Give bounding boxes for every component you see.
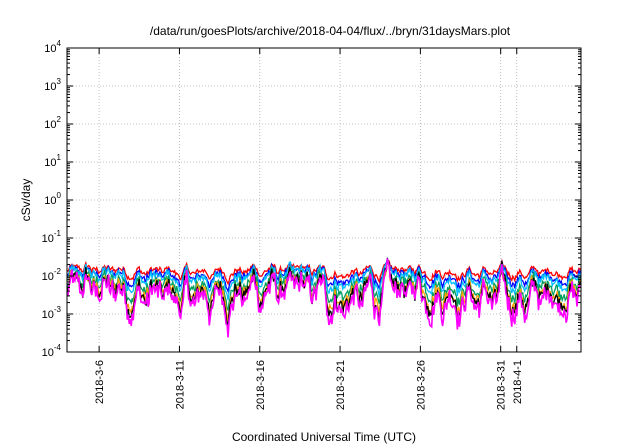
x-tick-label: 2018-3-16 — [255, 360, 267, 410]
series-group — [66, 256, 582, 338]
y-tick-label: 104 — [44, 39, 61, 55]
y-tick-label: 100 — [44, 191, 61, 207]
series-line — [66, 256, 582, 301]
x-axis-label: Coordinated Universal Time (UTC) — [232, 430, 416, 444]
x-tick-label: 2018-3-6 — [94, 360, 106, 404]
grid — [67, 48, 581, 352]
y-tick-label: 10-3 — [42, 305, 62, 321]
x-tick-label: 2018-3-31 — [496, 360, 508, 410]
y-axis-label: cSv/day — [19, 179, 33, 222]
y-tick-label: 10-2 — [42, 267, 62, 283]
x-tick-label: 2018-4-1 — [512, 360, 524, 404]
y-axis: 10-4 10-3 10-2 10-1 100 101 102 103 104 — [42, 39, 581, 359]
y-tick-label: 101 — [44, 153, 61, 169]
y-tick-label: 10-1 — [42, 229, 62, 245]
y-tick-label: 10-4 — [42, 343, 62, 359]
series-line — [66, 258, 582, 286]
chart-title: /data/run/goesPlots/archive/2018-04-04/f… — [150, 24, 511, 38]
series-line — [66, 257, 582, 294]
x-tick-label: 2018-3-21 — [335, 360, 347, 410]
series-line — [66, 258, 582, 338]
y-tick-label: 102 — [44, 115, 61, 131]
x-axis: 2018-3-6 2018-3-11 2018-3-16 2018-3-21 2018-… — [94, 48, 524, 410]
plot-frame — [66, 47, 582, 353]
x-tick-label: 2018-3-11 — [174, 360, 186, 409]
x-tick-label: 2018-3-26 — [415, 360, 427, 410]
y-tick-label: 103 — [44, 77, 61, 93]
